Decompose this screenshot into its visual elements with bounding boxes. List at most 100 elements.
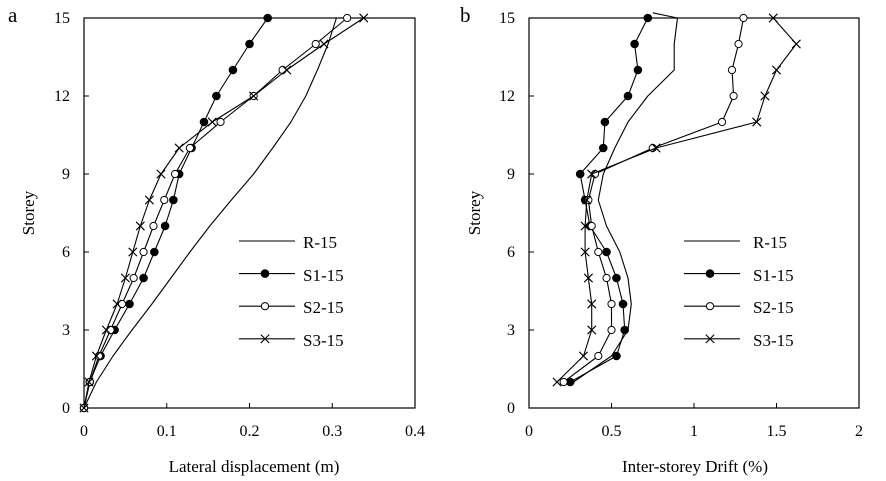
panel-a-data-point-s3-15 [156,169,166,179]
panel-a-series-line-r-15 [83,17,337,409]
panel-a-data-point-s3-15 [207,117,217,127]
panel-a-data-point-s1-15 [139,273,148,283]
panel-b-series-line-r-15 [573,12,679,383]
panel-b-data-point-s1-15 [620,325,630,335]
panel-b-legend-label: S3-15 [753,331,794,350]
panel-a-data-point-s3-15 [135,221,145,231]
panel-a-series-line-s2-15 [83,17,348,409]
panel-b-series-s2-15 [559,13,748,387]
panel-a-x-tick-label: 0.1 [157,423,177,440]
panel-a-frame [83,17,416,409]
panel-b-data-point-s3-15 [578,351,589,361]
panel-a-x-tick-label: 0.2 [240,423,260,440]
panel-b-data-point-s1-15 [643,13,653,23]
panel-a-series-line-s1-15 [83,17,269,409]
panel-a-series-r-15 [83,17,337,409]
panel-a-y-tick-label: 0 [62,400,70,417]
panel-b-series-line-s3-15 [556,17,797,383]
panel-b-y-axis-title: Storey [465,190,484,235]
panel-b-y-tick-label: 9 [507,166,515,183]
panel-b-y-ticks: 0 3 6 9 12 15 [499,10,515,417]
panel-a-data-point-s3-15 [120,273,130,283]
panel-b-letter: b [460,3,471,27]
panel-a-data-point-s2-15 [170,169,180,179]
panel-a-data-point-s1-15 [160,221,170,231]
panel-a-data-point-s2-15 [106,325,115,335]
panel-a-legend-label: S3-15 [303,331,344,350]
panel-a-legend-label: S1-15 [303,266,344,285]
panel-a-data-point-s3-15 [319,39,329,49]
panel-b-data-point-s3-15 [768,13,778,23]
panel-a-data-point-s2-15 [129,273,138,283]
panel-b-data-point-s2-15 [594,351,603,361]
panel-b-data-point-s3-15 [582,195,592,205]
chart-layer [79,12,860,413]
panel-a-data-point-s2-15 [160,195,169,205]
panel-a-series-s3-15 [79,13,369,413]
panel-a-data-point-s2-15 [139,247,148,257]
panel-b-legend-marker-s1-15 [705,269,715,278]
panel-b-data-point-s3-15 [583,273,593,283]
panel-a-data-point-s1-15 [228,65,238,75]
panel-a-data-point-s3-15 [249,91,259,101]
panel-b-y-tick-label: 0 [507,400,515,417]
panel-b-legend-marker-s2-15 [705,302,715,311]
panel-b-legend-label: R-15 [753,233,787,252]
panel-a-data-point-s3-15 [112,299,122,309]
panel-b-data-point-s3-15 [760,91,770,101]
panel-b-x-ticks: 0 0.5 1 1.5 2 [525,423,863,440]
panel-a-legend-marker-s1-15 [260,269,270,278]
panel-a-data-point-s2-15 [117,299,127,309]
panel-a-letter: a [8,3,18,27]
panel-a-series-s2-15 [79,13,352,413]
panel-b-data-point-s2-15 [584,195,593,205]
panel-a-legend-label: S2-15 [303,298,344,317]
panel-a-x-axis-title: Lateral displacement (m) [169,457,340,476]
panel-b-data-point-s1-15 [618,299,628,309]
panel-b-data-point-s2-15 [729,91,738,101]
panel-a-data-point-s2-15 [149,221,158,231]
panel-b-data-point-s3-15 [552,377,562,387]
panel-b-x-tick-label: 0.5 [602,423,622,440]
panel-b-x-tick-label: 1.5 [767,423,787,440]
panel-a-legend-marker-s3-15 [260,334,270,344]
panel-a-data-point-s3-15 [84,377,94,387]
panel-b-data-point-s3-15 [587,299,597,309]
panel-b-data-point-s3-15 [587,325,597,335]
panel-b-data-point-s1-15 [612,351,621,361]
panel-b-data-point-s3-15 [587,169,597,179]
panel-b-x-axis-title: Inter-storey Drift (%) [622,457,768,476]
panel-a-x-tick-label: 0 [80,423,88,440]
panel-b-data-point-s1-15 [575,169,585,179]
panel-a: a 0 0.1 0.2 0.3 0.4 0 3 6 9 12 15 Latera… [8,3,425,476]
panel-a-data-point-s2-15 [343,13,352,23]
panel-a-data-point-s3-15 [91,351,102,361]
panel-a-y-tick-label: 9 [62,166,70,183]
panel-b-data-point-s1-15 [602,247,611,257]
panel-b-data-point-s3-15 [580,247,590,257]
panel-a-data-point-s3-15 [144,195,154,205]
panel-b-data-point-s2-15 [727,65,737,75]
panel-b-y-tick-label: 15 [499,10,515,27]
panel-b-data-point-s3-15 [771,65,782,75]
panel-a-data-point-s2-15 [185,143,195,153]
panel-a-y-tick-label: 12 [54,88,70,105]
panel-b-data-point-s2-15 [602,273,611,283]
panel-b-legend-marker-s1-15 [705,269,715,278]
panel-a-legend-label: R-15 [303,233,337,252]
panel-b: b 0 0.5 1 1.5 2 0 3 6 9 12 15 Inter-stor… [460,3,863,476]
panel-b-data-point-s1-15 [600,117,610,127]
panel-a-y-tick-label: 15 [54,10,70,27]
panel-a-data-point-s1-15 [169,195,178,205]
panel-a-y-axis-title: Storey [19,190,38,235]
panel-b-data-point-s2-15 [594,247,603,257]
panel-b-data-point-s1-15 [630,39,639,49]
panel-a-legend-marker-s2-15 [260,302,270,311]
panel-b-data-point-s1-15 [598,143,608,153]
panel-b-series-r-15 [573,12,679,383]
panel-a-x-tick-label: 0.3 [322,423,342,440]
panel-b-frame [528,17,860,409]
panel-b-data-point-s2-15 [734,39,743,49]
panel-a-data-point-s3-15 [282,65,292,75]
